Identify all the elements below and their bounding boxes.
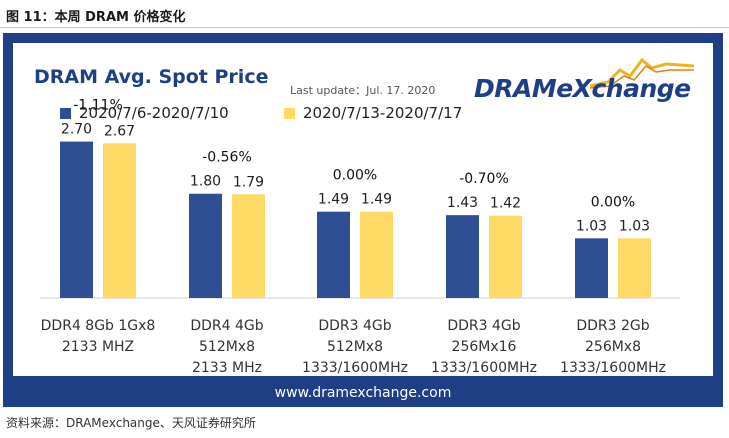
category-label-2-line-3: 2133 MHz [192,360,262,376]
change-label-cat-3: 0.00% [333,168,377,184]
category-label-5-line-3: 1333/1600MHz [560,360,666,376]
category-label-1-line-1: DDR4 8Gb 1Gx8 [41,318,156,334]
bar-series-1-cat-3 [317,211,350,298]
website-url: www.dramexchange.com [274,385,452,401]
legend-swatch-series-1 [60,107,71,119]
category-label-3-line-2: 512Mx8 [327,339,383,355]
data-label-series-2-cat-5: 1.03 [619,218,650,234]
data-label-series-2-cat-1: 2.67 [104,123,135,139]
category-label-4-line-2: 256Mx16 [452,339,517,355]
figure-title: 图 11：本周 DRAM 价格变化 [6,10,186,25]
data-label-series-1-cat-5: 1.03 [576,218,607,234]
legend-item-series-1: 2020/7/6-2020/7/10 [60,104,229,122]
category-label-5-line-2: 256Mx8 [585,339,641,355]
change-label-cat-1: -1.11% [73,98,123,114]
category-label-3-line-1: DDR3 4Gb [318,318,391,334]
category-label-5-line-1: DDR3 2Gb [576,318,649,334]
bar-series-1-cat-5 [575,238,608,298]
data-label-series-1-cat-3: 1.49 [318,192,349,208]
data-label-series-2-cat-3: 1.49 [361,192,392,208]
source-note: 资料来源：DRAMexchange、天风证券研究所 [6,416,256,430]
legend-label-series-2: 2020/7/13-2020/7/17 [303,104,463,122]
change-label-cat-2: -0.56% [202,150,252,166]
bar-series-2-cat-1 [103,143,136,298]
last-update: Last update：Jul. 17. 2020 [290,84,436,97]
category-label-4-line-3: 1333/1600MHz [431,360,537,376]
legend-item-series-2: 2020/7/13-2020/7/17 [284,104,462,122]
category-label-3-line-3: 1333/1600MHz [302,360,408,376]
legend-label-series-1: 2020/7/6-2020/7/10 [79,104,229,122]
data-label-series-2-cat-2: 1.79 [233,174,264,190]
data-label-series-1-cat-1: 2.70 [61,122,92,138]
dramexchange-logo: DRAMeXchange [474,74,691,103]
chart-title: DRAM Avg. Spot Price [34,66,269,88]
title-divider [0,27,729,28]
category-label-1-line-2: 2133 MHZ [62,339,134,355]
bar-series-2-cat-3 [360,211,393,298]
category-label-2-line-1: DDR4 4Gb [190,318,263,334]
bar-series-1-cat-4 [446,215,479,298]
category-label-2-line-2: 512Mx8 [199,339,255,355]
data-label-series-1-cat-4: 1.43 [447,195,478,211]
bar-series-2-cat-2 [232,194,265,298]
change-label-cat-4: -0.70% [459,171,509,187]
change-label-cat-5: 0.00% [591,194,635,210]
bar-series-1-cat-2 [189,193,222,298]
bar-series-2-cat-4 [489,215,522,298]
bar-series-2-cat-5 [618,238,651,298]
logo-arrow-icon [590,57,695,89]
data-label-series-2-cat-4: 1.42 [490,196,521,212]
category-label-4-line-1: DDR3 4Gb [447,318,520,334]
legend-swatch-series-2 [284,107,295,119]
bar-series-1-cat-1 [60,141,93,298]
data-label-series-1-cat-2: 1.80 [190,174,221,190]
